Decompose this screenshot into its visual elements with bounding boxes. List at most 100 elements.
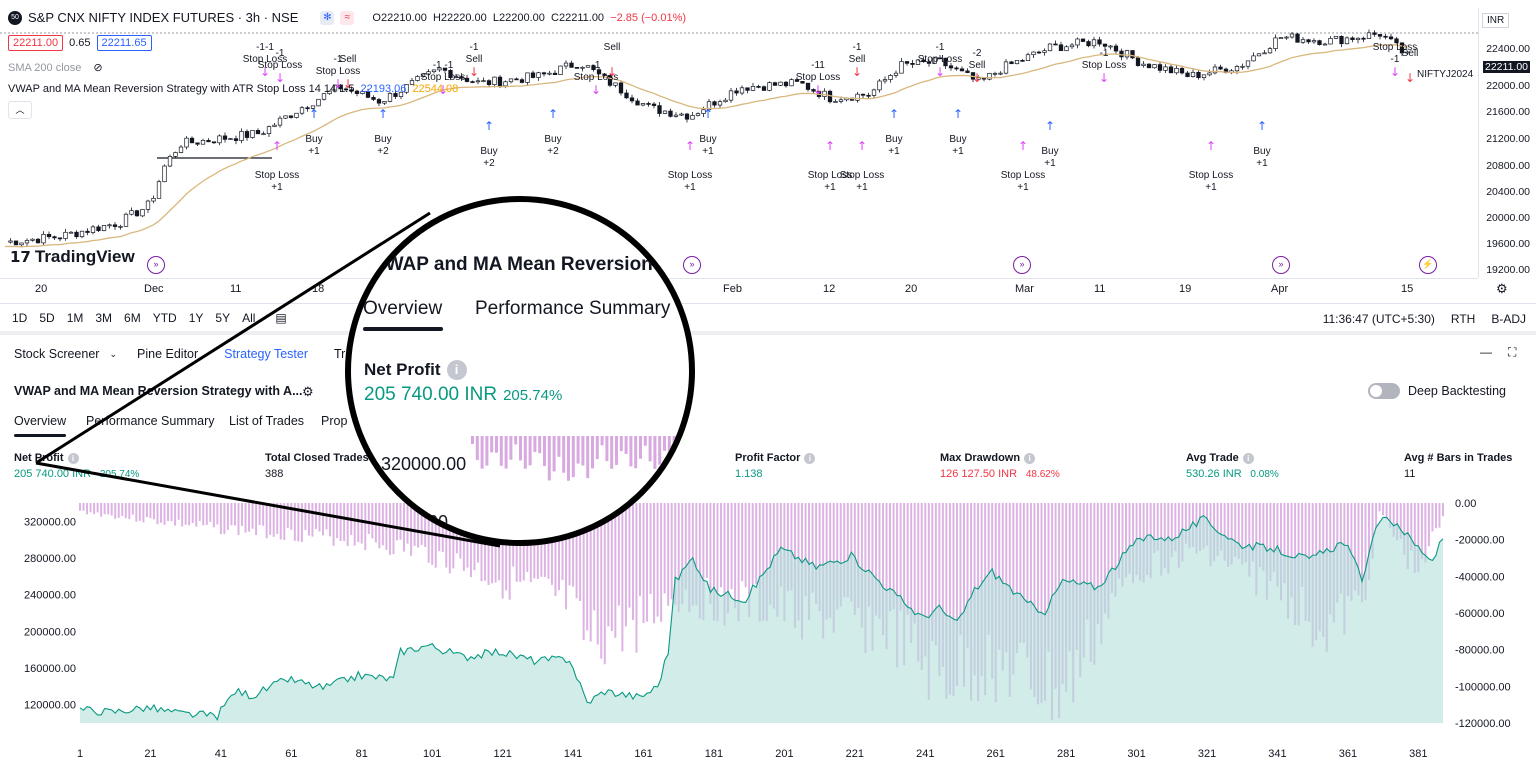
range-all[interactable]: All — [242, 310, 256, 325]
time-axis-label: 20 — [35, 283, 48, 295]
drawdown-bar — [663, 503, 666, 594]
drawdown-bar — [346, 503, 349, 547]
event-icon[interactable]: » — [1013, 256, 1031, 274]
drawdown-bar — [635, 503, 638, 653]
chart-settings-icon[interactable]: ⚙ — [1496, 281, 1508, 296]
tab-stock-screener[interactable]: Stock Screener ⌄ — [14, 347, 117, 361]
deep-backtesting-toggle[interactable] — [1368, 383, 1400, 399]
deep-backtesting[interactable]: Deep Backtesting — [1368, 383, 1506, 399]
currency-selector[interactable]: INR — [1482, 13, 1510, 28]
candle-body — [1179, 68, 1185, 74]
maximize-panel-icon[interactable]: ⛶ — [1508, 345, 1517, 359]
left-axis-label: 320000.00 — [24, 516, 76, 528]
drawdown-bar — [1403, 503, 1406, 555]
event-icon[interactable]: » — [683, 256, 701, 274]
event-icon[interactable]: » — [1272, 256, 1290, 274]
date-range-calendar-icon[interactable]: ▤ — [275, 310, 287, 325]
drawdown-bar — [1371, 503, 1374, 559]
candle-body — [723, 99, 728, 103]
tab-label: Pine Editor — [137, 347, 199, 361]
drawdown-bar — [572, 503, 575, 587]
buy-price-button[interactable]: 22211.65 — [96, 35, 152, 51]
drawdown-bar — [582, 503, 585, 641]
drawdown-bar — [1086, 503, 1089, 620]
drawdown-bar — [811, 503, 814, 593]
rth-toggle[interactable]: RTH — [1450, 312, 1476, 326]
candle-body — [178, 146, 184, 153]
drawdown-bar — [741, 503, 744, 582]
candle-body — [250, 130, 255, 138]
info-icon[interactable]: i — [1242, 452, 1254, 464]
drawdown-bar — [617, 503, 620, 606]
tab-strategy-tester[interactable]: Strategy Tester — [224, 347, 308, 361]
candle-body — [1333, 35, 1339, 39]
strategy-legend[interactable]: VWAP and MA Mean Reversion Strategy with… — [8, 83, 458, 95]
time-axis[interactable]: 20 Dec 11 18 Feb 12 20 Mar 11 19 Apr 15 — [0, 278, 1478, 300]
drawdown-bar — [403, 503, 406, 552]
magnifier-drawdown-bar — [648, 436, 652, 462]
hidden-eye-icon[interactable]: ⊘ — [93, 62, 103, 74]
sell-price-button[interactable]: 22211.00 — [8, 35, 64, 51]
range-1d[interactable]: 1D — [12, 310, 28, 325]
strategy-settings-icon[interactable]: ⚙ — [302, 384, 314, 399]
drawdown-bar — [653, 503, 656, 624]
magnifier-drawdown-bar — [475, 436, 479, 461]
symbol-title[interactable]: S&P CNX NIFTY INDEX FUTURES · 3h · NSE — [28, 10, 299, 25]
clock-time[interactable]: 11:36:47 (UTC+5:30) — [1322, 312, 1435, 326]
candle-body — [470, 81, 475, 83]
drawdown-bar — [1170, 503, 1173, 557]
earnings-flash-icon[interactable]: ⚡ — [1419, 256, 1437, 274]
signal-label: -1 — [334, 54, 343, 65]
range-6m[interactable]: 6M — [124, 310, 141, 325]
info-icon[interactable]: i — [804, 452, 816, 464]
drawdown-bar — [681, 503, 684, 605]
drawdown-bar — [89, 503, 92, 513]
tab-list-of-trades[interactable]: List of Trades — [229, 414, 305, 428]
magnifier-drawdown-bar — [639, 436, 642, 459]
range-1y[interactable]: 1Y — [188, 310, 204, 325]
equity-chart[interactable]: 320000.00 280000.00 240000.00 200000.00 1600… — [0, 495, 1536, 761]
tab-pine-editor[interactable]: Pine Editor — [137, 347, 198, 361]
sma-legend[interactable]: SMA 200 close ⊘ — [8, 61, 103, 75]
tab-overview[interactable]: Overview — [14, 414, 67, 437]
drawdown-bar — [1392, 503, 1395, 537]
info-icon[interactable]: i — [67, 452, 79, 464]
range-ytd[interactable]: YTD — [152, 310, 177, 325]
range-1m[interactable]: 1M — [66, 310, 84, 325]
tradingview-logo[interactable]: 𝟭𝟳 TradingView — [10, 247, 135, 267]
drawdown-bar — [804, 503, 807, 597]
drawdown-bar — [882, 503, 885, 636]
candle-body — [30, 238, 35, 241]
drawdown-bar — [286, 503, 289, 528]
candle-body — [360, 91, 365, 94]
range-5y[interactable]: 5Y — [215, 310, 231, 325]
drawdown-bar — [565, 503, 568, 610]
badj-toggle[interactable]: B-ADJ — [1491, 312, 1526, 326]
event-icon[interactable]: » — [147, 256, 165, 274]
collapse-legend-button[interactable]: ︿ — [8, 101, 32, 119]
symbol-legend: 50 S&P CNX NIFTY INDEX FUTURES · 3h · NS… — [8, 10, 686, 25]
strategy-name[interactable]: VWAP and MA Mean Reversion Strategy with… — [14, 384, 303, 398]
candle-body — [1300, 39, 1306, 43]
drawdown-bar — [751, 503, 754, 585]
drawdown-bar — [557, 503, 560, 591]
info-icon[interactable]: i — [1024, 452, 1036, 464]
range-3m[interactable]: 3M — [95, 310, 113, 325]
chevron-down-icon[interactable]: ⌄ — [109, 348, 118, 359]
price-chart-panel[interactable]: ↓ -1-1 Stop Loss ↓ -1 Stop Loss ↓ Sell ↑ Stop Los… — [0, 0, 1536, 303]
metric-value: 126 127.50 INR 48.62% — [940, 468, 1060, 480]
tab-performance-summary[interactable]: Performance Summary — [86, 414, 215, 428]
equal-icon[interactable]: ≈ — [340, 10, 355, 25]
tab-trading-panel[interactable]: Tr — [334, 347, 345, 361]
price-axis[interactable]: 22400.00 22211.00 22000.00 21600.00 21200.00… — [1478, 8, 1536, 278]
candle-body — [145, 200, 151, 210]
drawdown-bar — [1047, 503, 1050, 652]
minimize-panel-icon[interactable]: — — [1480, 345, 1492, 359]
time-axis-label: 11 — [1094, 283, 1106, 295]
spread-value: 0.65 — [69, 37, 91, 49]
snowflake-icon[interactable]: ✻ — [320, 10, 335, 25]
drawdown-bar — [1279, 503, 1282, 601]
tab-properties[interactable]: Prop — [321, 414, 348, 428]
range-5d[interactable]: 5D — [39, 310, 55, 325]
